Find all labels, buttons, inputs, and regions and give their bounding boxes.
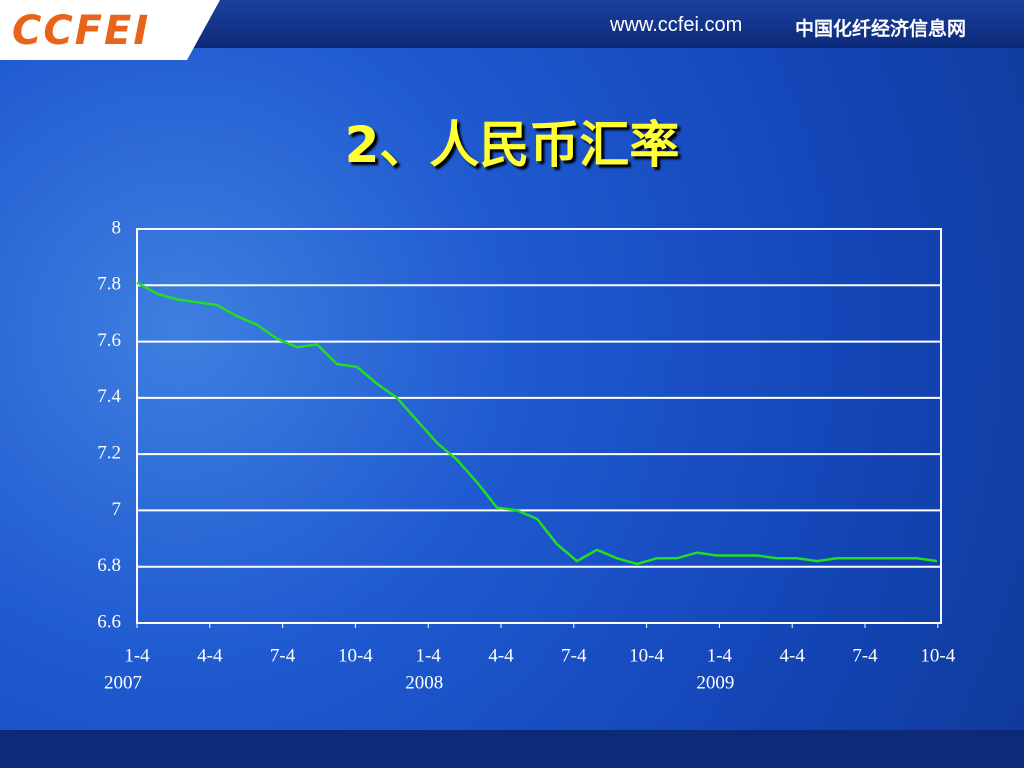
y-tick-label: 7.2 [97, 443, 121, 464]
plot-frame [136, 228, 942, 624]
logo-box: CCFEI [0, 0, 220, 60]
site-url[interactable]: www.ccfei.com [610, 14, 743, 36]
x-tick-label: 4-4 [197, 645, 223, 666]
y-tick-label: 8 [112, 217, 122, 238]
site-name: 中国化纤经济信息网 [795, 19, 967, 40]
x-tick-label: 1-4 [707, 645, 733, 666]
y-tick-label: 7.6 [97, 330, 121, 351]
x-tick-label: 1-4 [416, 645, 442, 666]
slide-title: 2、人民币汇率 [344, 116, 680, 174]
x-tick-label: 4-4 [780, 645, 806, 666]
x-tick-label: 4-4 [488, 645, 514, 666]
x-tick-label: 7-4 [561, 645, 587, 666]
y-tick-label: 7.8 [97, 274, 121, 295]
y-tick-label: 7 [112, 499, 122, 520]
y-tick-label: 6.6 [97, 611, 121, 632]
x-tick-label: 10-4 [338, 645, 373, 666]
line-series [136, 281, 938, 566]
y-tick-label: 6.8 [97, 555, 121, 576]
logo: CCFEI [12, 8, 151, 54]
year-label: 2007 [104, 672, 142, 693]
year-label: 2008 [405, 672, 443, 693]
x-tick-label: 10-4 [629, 645, 664, 666]
x-tick-label: 10-4 [920, 645, 955, 666]
y-tick-label: 7.4 [97, 386, 121, 407]
x-tick-label: 7-4 [852, 645, 878, 666]
footer-bar [0, 730, 1024, 768]
year-label: 2009 [696, 672, 734, 693]
x-tick-label: 7-4 [270, 645, 296, 666]
x-tick-label: 1-4 [124, 645, 150, 666]
